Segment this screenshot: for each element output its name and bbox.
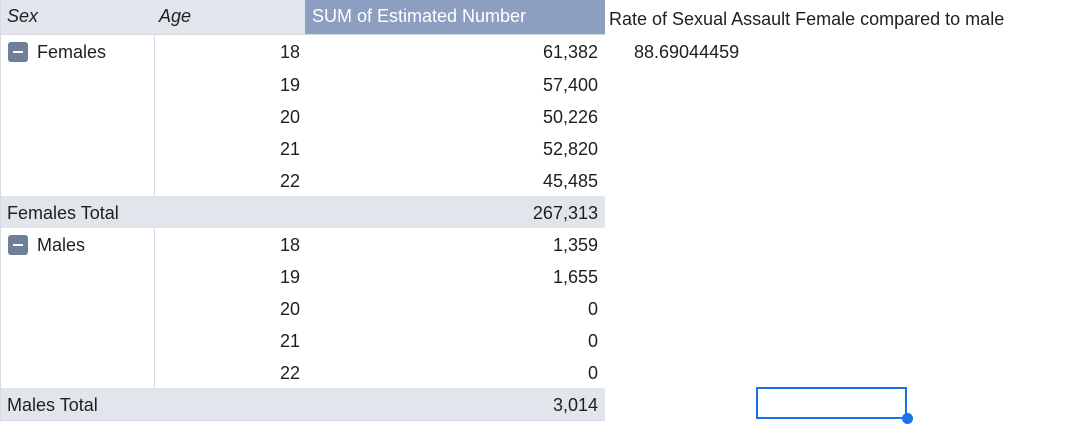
collapse-males-icon[interactable]: [8, 235, 28, 255]
age-cell[interactable]: 20: [279, 107, 300, 127]
value-cell[interactable]: 57,400: [542, 75, 598, 95]
value-cell[interactable]: 0: [587, 331, 598, 351]
value-cell[interactable]: 52,820: [542, 139, 598, 159]
females-total-row: [0, 196, 605, 228]
value-cell[interactable]: 50,226: [542, 107, 598, 127]
group-label-females: Females: [37, 42, 107, 62]
col-divider: [154, 228, 155, 388]
header-rate[interactable]: Rate of Sexual Assault Female compared t…: [609, 9, 1005, 29]
males-total-row: [0, 388, 605, 420]
age-cell[interactable]: 21: [279, 139, 300, 159]
value-cell[interactable]: 1,359: [552, 235, 598, 255]
age-cell[interactable]: 20: [279, 299, 300, 319]
females-total-value[interactable]: 267,313: [532, 203, 598, 223]
col-divider: [0, 0, 1, 420]
value-cell[interactable]: 61,382: [542, 42, 598, 62]
header-sex[interactable]: Sex: [0, 0, 154, 34]
age-cell[interactable]: 21: [279, 331, 300, 351]
age-cell[interactable]: 19: [279, 267, 300, 287]
age-cell[interactable]: 19: [279, 75, 300, 95]
cell-selection[interactable]: [756, 387, 907, 419]
group-label-males: Males: [37, 235, 86, 255]
fill-handle[interactable]: [902, 413, 913, 424]
value-cell[interactable]: 0: [587, 363, 598, 383]
age-cell[interactable]: 18: [279, 42, 300, 62]
rate-value[interactable]: 88.69044459: [634, 42, 740, 62]
age-cell[interactable]: 22: [279, 171, 300, 191]
males-total-value[interactable]: 3,014: [552, 395, 598, 415]
value-cell[interactable]: 0: [587, 299, 598, 319]
value-cell[interactable]: 45,485: [542, 171, 598, 191]
males-total-label[interactable]: Males Total: [7, 395, 98, 415]
age-cell[interactable]: 18: [279, 235, 300, 255]
age-cell[interactable]: 22: [279, 363, 300, 383]
row-divider: [0, 34, 605, 35]
row-divider: [0, 420, 605, 421]
col-divider: [154, 34, 155, 196]
header-sum-estimated-number[interactable]: SUM of Estimated Number: [305, 0, 605, 34]
header-age[interactable]: Age: [154, 0, 305, 34]
females-total-label[interactable]: Females Total: [7, 203, 119, 223]
collapse-females-icon[interactable]: [8, 42, 28, 62]
value-cell[interactable]: 1,655: [552, 267, 598, 287]
